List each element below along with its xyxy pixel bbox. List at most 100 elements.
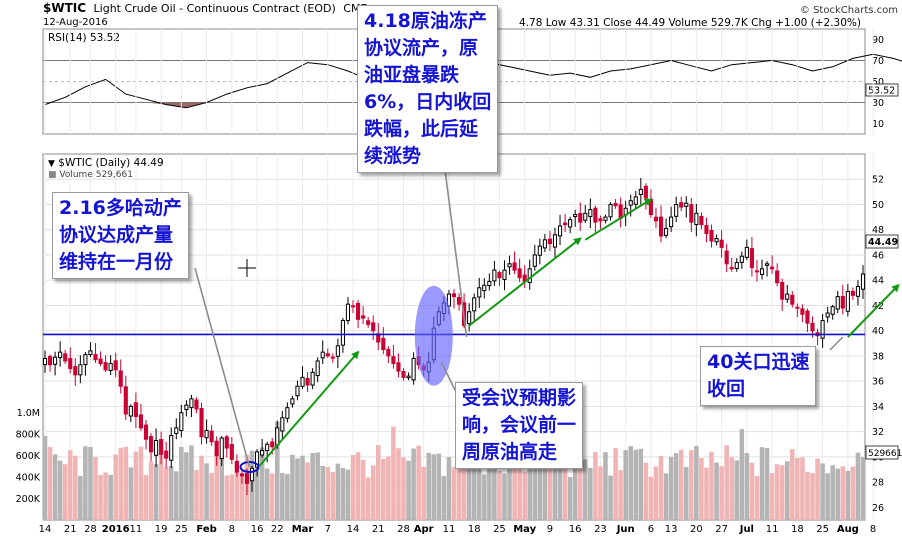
volume-bar [542, 463, 548, 520]
chart-date: 12-Aug-2016 [43, 17, 108, 28]
candle-body [492, 269, 497, 282]
price-legend-icon: ▼ [48, 159, 55, 169]
candle-body [330, 356, 335, 359]
volume-bar [825, 473, 830, 520]
volume-bar [613, 448, 618, 520]
svg-text:529661: 529661 [868, 449, 902, 459]
candle-body [224, 436, 229, 449]
date-tick-label: Jun [616, 524, 635, 535]
volume-bar [269, 473, 275, 520]
volume-bar [461, 452, 467, 520]
price-tick-label: 44 [872, 276, 884, 287]
volume-bar [840, 466, 846, 520]
candle-body [653, 216, 659, 222]
candle-body [300, 376, 305, 387]
candle-body [159, 439, 164, 455]
candle-body [315, 360, 320, 377]
candle-body [734, 262, 739, 269]
candle-body [118, 370, 123, 387]
candle-body [204, 429, 209, 439]
candle-body [780, 281, 785, 300]
volume-bar [335, 463, 341, 520]
candle-body [578, 212, 583, 223]
candle-body [830, 306, 835, 315]
candle-body [477, 287, 482, 298]
candle-body [103, 362, 108, 371]
volume-bar [527, 453, 533, 520]
volume-bar [219, 457, 225, 520]
trend-arrow [468, 237, 582, 327]
candle-body [507, 263, 512, 268]
callout-line: 协议达成产量 [59, 224, 174, 246]
date-tick-label: 11 [130, 524, 143, 535]
candle-body [679, 202, 684, 208]
volume-bar [370, 465, 376, 520]
volume-bar [174, 471, 179, 520]
volume-bar [123, 446, 129, 520]
volume-bar [431, 454, 437, 520]
price-tick-label: 40 [872, 326, 884, 337]
volume-bar [719, 466, 724, 520]
candle-body [785, 293, 790, 300]
volume-bar [764, 448, 770, 520]
trend-arrow [584, 198, 653, 241]
candle-body [63, 353, 68, 362]
callout-40-level: 40关口迅速 收回 [700, 346, 817, 406]
candle-body [729, 266, 734, 270]
candle-body [275, 427, 280, 446]
rsi-tick-label: 90 [872, 35, 884, 46]
candle-body [759, 268, 765, 275]
candle-body [563, 222, 568, 226]
candle-body [73, 366, 78, 376]
candle-body [68, 358, 73, 370]
rsi-tick-label: 70 [872, 56, 884, 67]
volume-bar [345, 469, 351, 520]
candle-body [810, 322, 815, 332]
candle-body [47, 356, 53, 366]
volume-bar [143, 475, 149, 520]
date-tick-label: 21 [64, 524, 77, 535]
volume-bar [547, 454, 553, 520]
volume-bar [623, 450, 628, 520]
callout-pointer [829, 336, 844, 351]
volume-bar [274, 421, 280, 520]
volume-bar [340, 467, 346, 520]
candle-body [583, 212, 588, 221]
candle-body [573, 214, 578, 218]
date-tick-label: 11 [443, 524, 456, 535]
candle-body [487, 280, 492, 287]
candle-body [108, 363, 113, 372]
price-tick-label: 48 [872, 225, 884, 236]
volume-bar [436, 453, 442, 520]
volume-bar [325, 466, 331, 520]
candle-body [643, 185, 648, 199]
volume-bar [759, 447, 765, 520]
price-tick-label: 50 [872, 200, 884, 211]
volume-last-value: 529661 [865, 445, 902, 460]
callout-line: 周原油高走 [462, 441, 558, 463]
volume-bar [552, 465, 558, 520]
volume-bar [239, 475, 245, 520]
volume-bar [411, 448, 416, 520]
candle-body [143, 424, 149, 440]
candle-body [800, 308, 805, 315]
date-tick-label: Apr [414, 524, 434, 535]
candle-body [714, 238, 719, 243]
date-tick-label: 2016 [102, 524, 130, 535]
candle-body [598, 218, 603, 222]
callout-line: 油亚盘暴跌 [364, 64, 460, 86]
candle-body [361, 315, 366, 319]
candle-body [689, 204, 694, 223]
volume-bar [724, 445, 729, 520]
date-tick-label: 25 [493, 524, 506, 535]
volume-bar [259, 447, 265, 520]
candle-body [229, 444, 234, 460]
volume-legend-icon: ■ [48, 170, 57, 180]
volume-bar [683, 467, 689, 520]
date-tick-label: 16 [569, 524, 582, 535]
candle-body [270, 441, 275, 448]
volume-tick-label: 1.0M [17, 408, 40, 419]
rsi-oversold-fill [146, 102, 227, 108]
volume-bar [522, 471, 527, 520]
candle-body [179, 412, 184, 431]
